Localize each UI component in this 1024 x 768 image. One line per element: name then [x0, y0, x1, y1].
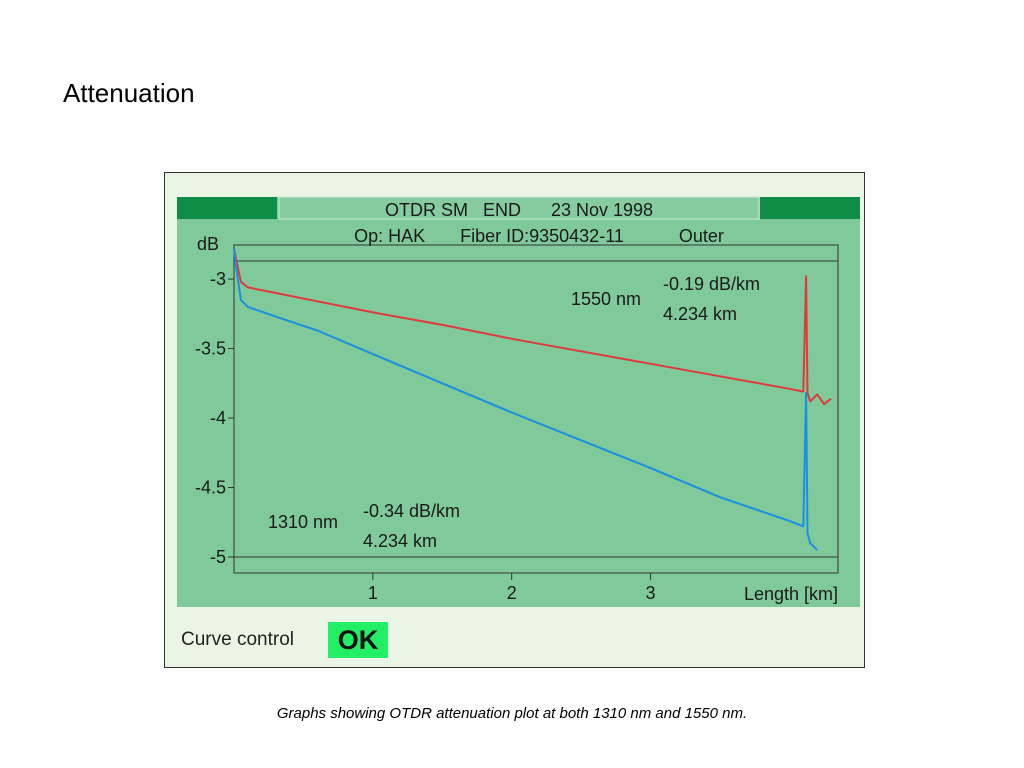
header-line-2: Op: HAK Fiber ID:9350432-11 Outer — [354, 226, 724, 246]
curve-control-label: Curve control — [181, 629, 294, 650]
series-line-1550-nm — [233, 248, 832, 406]
header-box — [278, 196, 760, 220]
y-axis-title: dB — [197, 234, 219, 254]
plot-frame — [233, 244, 839, 574]
header-bar-right — [760, 197, 860, 219]
x-axis-title: Length [km] — [744, 584, 838, 604]
header-bar-left — [177, 197, 277, 219]
x-tick-label: 1 — [368, 583, 378, 603]
figure-caption: Graphs showing OTDR attenuation plot at … — [276, 705, 748, 722]
y-tick-label: -4.5 — [195, 478, 226, 498]
y-tick-label: -5 — [210, 547, 226, 567]
x-tick-label: 2 — [507, 583, 517, 603]
x-tick-label: 3 — [646, 583, 656, 603]
otdr-panel: OTDR SM END 23 Nov 1998 Op: HAK Fiber ID… — [164, 172, 865, 668]
series-1310-label: 1310 nm — [268, 512, 338, 532]
otdr-chart: OTDR SM END 23 Nov 1998 Op: HAK Fiber ID… — [177, 196, 860, 607]
series-1550-label: 1550 nm — [571, 289, 641, 309]
header-line-1: OTDR SM END 23 Nov 1998 — [385, 200, 653, 220]
series-1310-slope: -0.34 dB/km — [363, 501, 460, 521]
y-tick-label: -4 — [210, 408, 226, 428]
series-1550-slope: -0.19 dB/km — [663, 274, 760, 294]
y-tick-label: -3 — [210, 269, 226, 289]
series-line-1310-nm — [233, 248, 818, 551]
series-1550-length: 4.234 km — [663, 304, 737, 324]
y-tick-label: -3.5 — [195, 339, 226, 359]
status-badge[interactable]: OK — [328, 622, 388, 658]
series-1310-length: 4.234 km — [363, 531, 437, 551]
plot-background — [177, 197, 860, 607]
slide-title: Attenuation — [63, 78, 195, 108]
